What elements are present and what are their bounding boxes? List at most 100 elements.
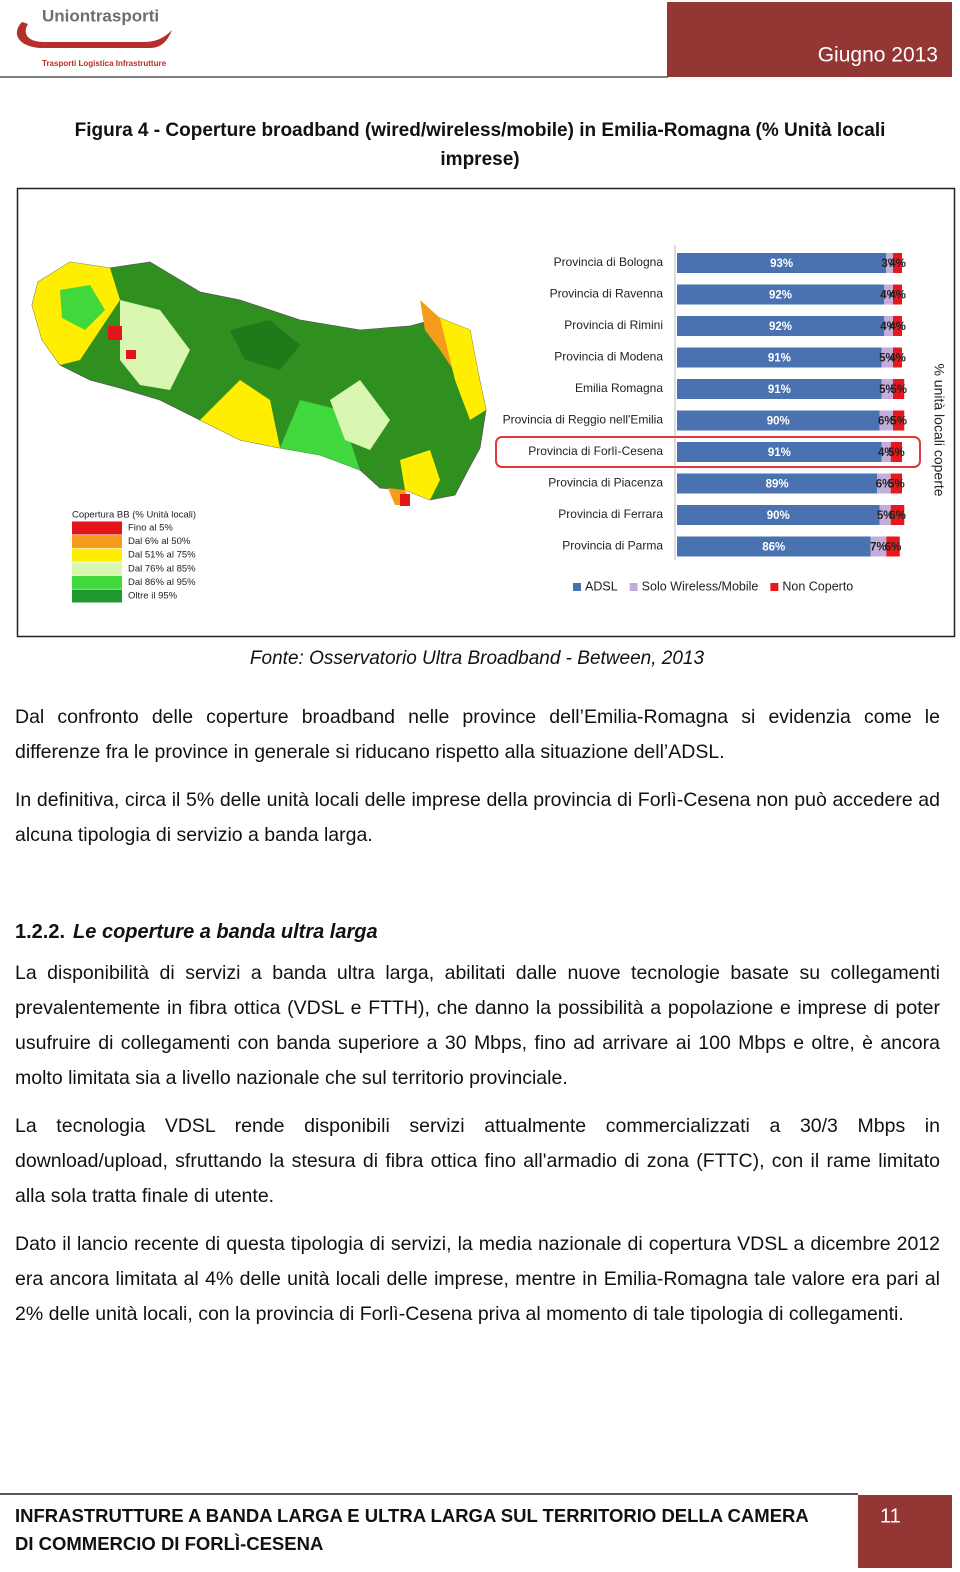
footer-line: INFRASTRUTTURE A BANDA LARGA E ULTRA LAR… [15,1505,809,1526]
legend-swatch [72,562,122,576]
map-zone [230,320,300,370]
figure-source: Fonte: Osservatorio Ultra Broadband - Be… [249,648,705,669]
section-title: Le coperture a banda ultra larga [73,921,378,943]
bar-segment [677,316,884,336]
value-label: 5% [877,510,894,522]
value-label: 5% [888,479,905,491]
value-label: 93% [770,258,793,270]
section-heading: 1.2.2. Le coperture a banda ultra larga [15,915,940,950]
header-box [667,2,952,77]
section-number: 1.2.2. [15,921,66,943]
bar-chart: Provincia di Bologna 93% 3%4%Provincia di … [495,245,947,593]
value-label: 6% [885,542,902,554]
footer-box [858,1495,952,1568]
bar-segment [677,379,882,399]
bar-segment [879,505,891,525]
value-label: 4% [889,353,906,365]
y-tick-label: Provincia di Piacenza [548,476,663,490]
logo-swoosh [16,22,173,48]
bar-segment [677,347,882,368]
bar-segment [893,379,905,399]
map-zone [400,494,410,506]
value-label: 92% [769,290,792,302]
bar-segment [677,442,882,462]
y-tick-label: Provincia di Forlì-Cesena [528,444,663,458]
legend-label: Solo Wireless/Mobile [642,579,759,593]
footer-line: DI COMMERCIO DI FORLÌ-CESENA [15,1533,324,1554]
y-tick-label: Provincia di Bologna [554,255,664,269]
bar-segment [893,410,905,431]
value-label: 5% [890,416,907,428]
map-zone [330,380,390,450]
value-label: 92% [769,321,792,333]
value-label: 91% [768,353,791,365]
bar-segment [881,442,891,462]
value-label: 90% [767,510,790,522]
paragraph: La disponibilità di servizi a banda ultr… [15,962,940,1089]
value-label: 6% [878,416,895,428]
y-tick-label: Provincia di Ravenna [550,287,664,301]
legend-swatch [72,575,122,589]
legend-label: Fino al 5% [128,523,173,534]
logo-text: Uniontrasporti [42,6,159,25]
header-date: Giugno 2013 [818,44,938,67]
value-label: 4% [889,321,906,333]
legend-label: Dal 51% al 75% [128,550,196,561]
map-zone [440,318,486,420]
bar-segment [890,442,902,462]
y-tick-label: Provincia di Parma [562,539,663,553]
map-legend-title: Copertura BB (% Unità locali) [72,510,196,521]
map-zone [126,350,136,359]
value-label: 4% [880,290,897,302]
bar-segment [893,316,902,336]
legend-swatch [573,583,581,591]
legend-label: Dal 76% al 85% [128,563,196,574]
y-tick-label: Emilia Romagna [575,381,663,395]
map-zone [108,326,122,340]
bar-segment [677,410,880,431]
figure-caption: Figura 4 - Coperture broadband (wired/wi… [74,120,886,170]
value-label: 5% [890,384,907,396]
legend-swatch [72,589,122,603]
value-label: 4% [889,290,906,302]
value-label: 4% [889,258,906,270]
value-label: 91% [768,447,791,459]
value-label: 7% [870,542,887,554]
bar-segment [890,473,902,494]
legend-swatch [72,521,122,535]
legend-swatch [629,583,638,591]
bar-segment [881,347,893,368]
paragraph: Dato il lancio recente di questa tipolog… [15,1233,940,1325]
value-label: 91% [768,384,791,396]
map [31,261,487,506]
y-tick-label: Provincia di Modena [554,350,663,364]
value-label: 89% [766,479,789,491]
bar-segment [886,253,893,273]
bar-segment [893,284,902,305]
footer-title: INFRASTRUTTURE A BANDA LARGA E ULTRA LAR… [15,1502,845,1558]
map-zone [200,380,280,448]
bar-segment [893,347,902,368]
map-zone [120,300,190,390]
legend-swatch [770,583,779,591]
bar-segment [890,505,905,525]
paragraph: In definitiva, circa il 5% delle unità l… [15,789,940,846]
page-number: 11 [880,1505,901,1527]
value-label: 90% [767,416,790,428]
legend-label: ADSL [585,579,618,593]
map-legend: Copertura BB (% Unità locali) Fino al 5%… [72,510,196,603]
paragraph: La tecnologia VDSL rende disponibili ser… [15,1115,940,1207]
logo-tagline: Trasporti Logistica Infrastrutture [42,59,167,68]
legend-label: Dal 6% al 50% [128,536,191,547]
bar-segment [877,473,891,494]
legend-swatch [72,548,122,562]
bar-segment [886,536,900,557]
paragraph: Dal confronto delle coperture broadband … [15,706,940,763]
bar-segment [884,284,893,305]
bar-segment [884,316,893,336]
y-tick-label: Provincia di Reggio nell'Emilia [503,413,664,427]
bar-segment [879,410,893,431]
